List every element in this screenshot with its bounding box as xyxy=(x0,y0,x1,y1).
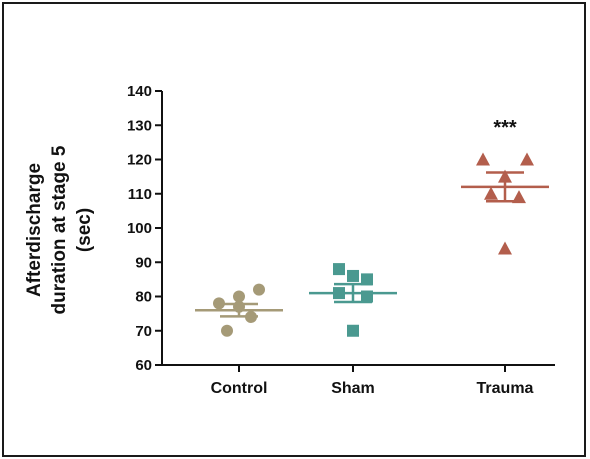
y-tick-label-80: 80 xyxy=(135,289,152,306)
y-tick-label-60: 60 xyxy=(135,357,152,374)
x-tick-label-sham: Sham xyxy=(331,380,375,397)
y-tick-label-110: 110 xyxy=(128,186,152,203)
control-point-2 xyxy=(253,283,265,296)
trauma-point-4 xyxy=(484,186,498,200)
sham-point-6 xyxy=(347,324,359,337)
control-point-3 xyxy=(233,290,245,303)
trauma-point-1 xyxy=(476,152,490,166)
y-tick-label-130: 130 xyxy=(127,117,152,134)
trauma-point-2 xyxy=(520,152,534,166)
control-point-5 xyxy=(245,311,257,324)
x-tick-label-trauma: Trauma xyxy=(477,380,534,397)
trauma-point-6 xyxy=(498,241,512,255)
y-tick-label-70: 70 xyxy=(135,323,152,340)
significance-annotation-trauma: *** xyxy=(493,117,517,139)
y-axis-title-line-3: (sec) xyxy=(74,208,95,252)
y-tick-label-120: 120 xyxy=(127,152,152,169)
y-tick-label-90: 90 xyxy=(135,254,152,271)
sham-point-3 xyxy=(347,269,359,282)
trauma-point-3 xyxy=(498,169,512,183)
sham-point-5 xyxy=(361,290,373,303)
axes: 60 70 80 90 100 110 120 130 140 Control Sham Trauma xyxy=(127,83,555,397)
y-tick-label-100: 100 xyxy=(127,220,152,237)
chart-marks: *** xyxy=(195,117,549,337)
trauma-point-5 xyxy=(512,190,526,204)
y-tick-label-140: 140 xyxy=(127,83,152,100)
sham-point-1 xyxy=(333,263,345,276)
sham-point-2 xyxy=(361,273,373,286)
control-point-4 xyxy=(221,324,233,337)
sham-point-4 xyxy=(333,287,345,300)
control-point-1 xyxy=(213,297,225,310)
y-axis-title-line-1: Afterdischarge xyxy=(24,163,45,297)
x-tick-label-control: Control xyxy=(211,380,268,397)
control-point-6 xyxy=(233,300,245,313)
y-axis-title: Afterdischarge duration at stage 5 (sec) xyxy=(24,145,95,314)
y-axis-title-line-2: duration at stage 5 xyxy=(49,145,70,314)
